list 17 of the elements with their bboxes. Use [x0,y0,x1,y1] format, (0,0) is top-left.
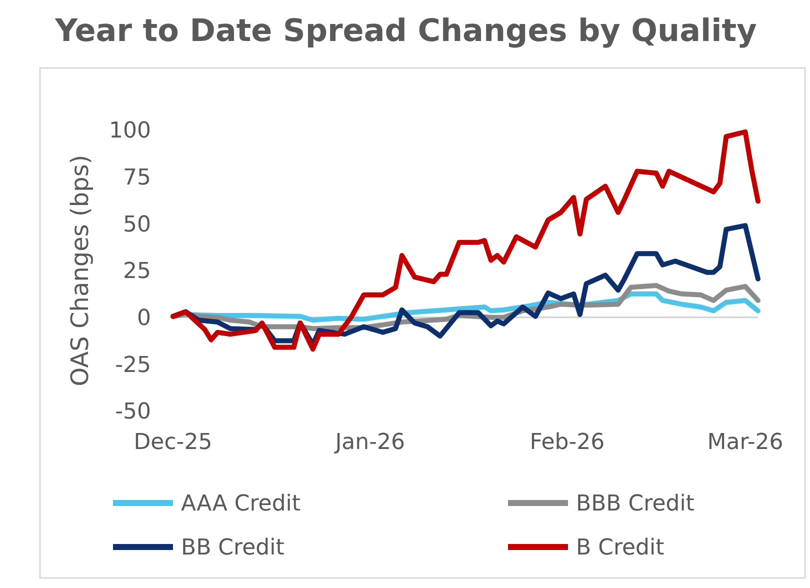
y-tick-label: -25 [115,352,151,378]
x-tick-label: Dec-25 [134,430,212,455]
legend-label: AAA Credit [181,492,301,517]
legend-label: BB Credit [181,536,285,561]
x-tick-label: Jan-26 [333,430,406,455]
y-tick-label: 50 [123,212,151,238]
chart-title: Year to Date Spread Changes by Quality [54,13,757,49]
x-tick-label: Feb-26 [530,430,605,455]
x-tick-label: Mar-26 [707,430,784,455]
y-tick-label: 75 [123,166,151,191]
y-tick-label: 100 [109,118,151,144]
y-tick-label: -50 [115,400,151,425]
y-axis-title: OAS Changes (bps) [66,154,94,386]
legend-label: B Credit [576,536,665,561]
y-tick-label: 0 [137,306,151,332]
y-tick-label: 25 [123,259,151,284]
legend-label: BBB Credit [576,492,695,517]
